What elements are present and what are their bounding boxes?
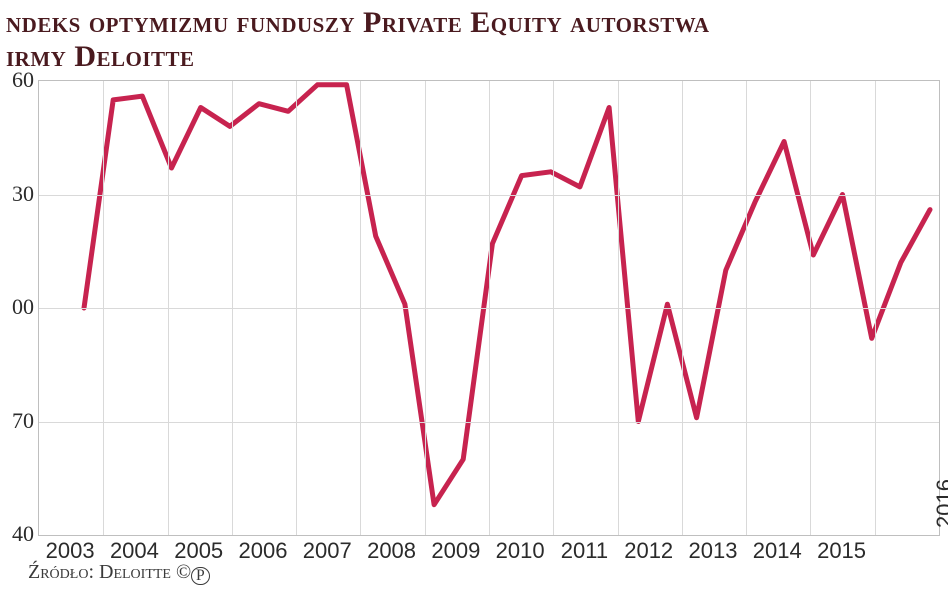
y-tick-label: 60 [0,67,34,93]
x-tick-label: 2007 [303,538,352,564]
x-tick-label: 2011 [561,538,608,564]
x-tick-label: 2009 [431,538,480,564]
x-tick-label: 2016 [932,479,948,528]
gridline-v [103,81,104,535]
gridline-v [553,81,554,535]
line-chart: 4070003060 20032004200520062007200820092… [0,0,948,593]
y-tick-label: 40 [0,521,34,547]
gridline-v [875,81,876,535]
x-tick-label: 2012 [624,538,673,564]
chart-source: Źródło: Deloitte ©P [28,561,210,585]
gridline-v [425,81,426,535]
source-text: Źródło: Deloitte [28,561,176,583]
x-tick-label: 2014 [753,538,802,564]
gridline-v [682,81,683,535]
plot-area [38,80,940,536]
data-line [84,85,930,505]
gridline-v [489,81,490,535]
x-tick-label: 2010 [496,538,545,564]
gridline-v [296,81,297,535]
x-tick-label: 2015 [817,538,866,564]
y-tick-label: 70 [0,408,34,434]
gridline-v [810,81,811,535]
gridline-v [232,81,233,535]
gridline-v [746,81,747,535]
gridline-v [360,81,361,535]
gridline-v [618,81,619,535]
gridline-v [168,81,169,535]
y-tick-label: 00 [0,294,34,320]
circled-p-icon: P [191,567,209,585]
copyright-symbol: © [176,561,191,583]
x-tick-label: 2008 [367,538,416,564]
y-tick-label: 30 [0,181,34,207]
x-tick-label: 2013 [689,538,738,564]
x-tick-label: 2006 [239,538,288,564]
